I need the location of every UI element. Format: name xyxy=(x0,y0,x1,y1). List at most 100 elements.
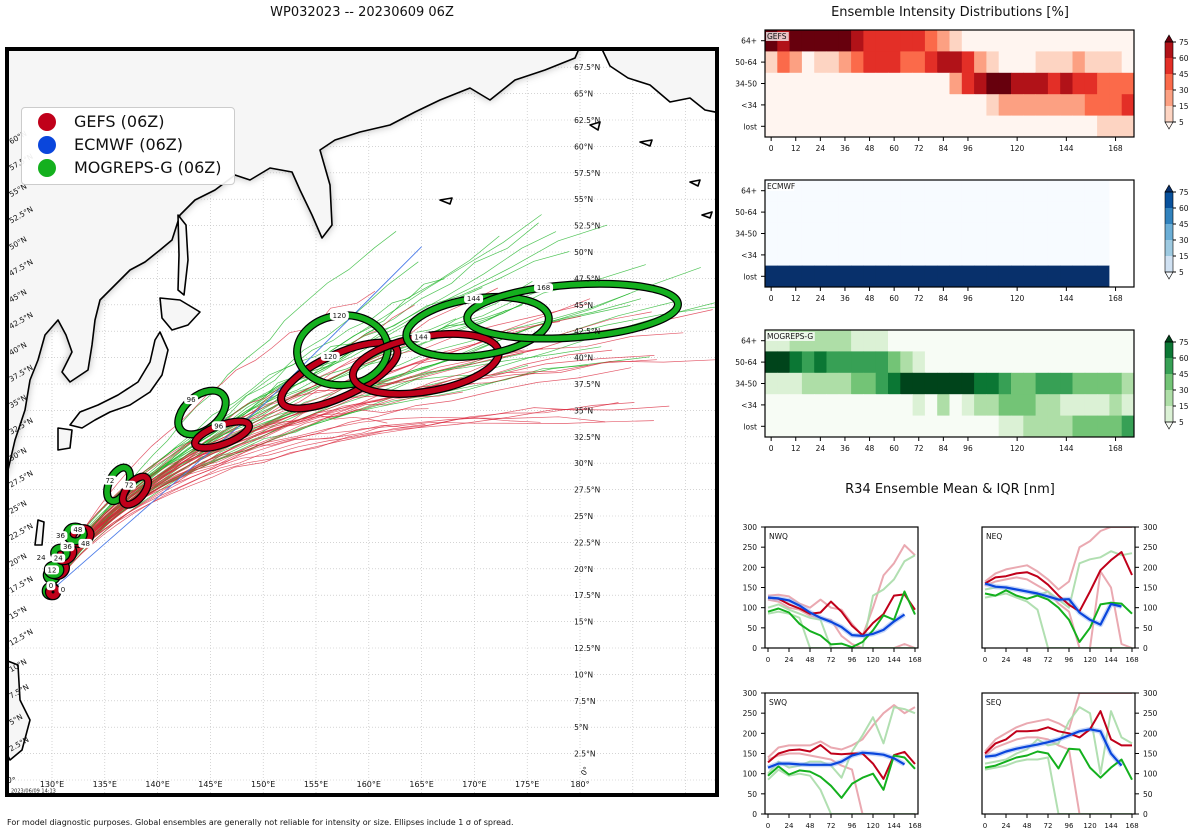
ellipse-label: 96 xyxy=(211,421,226,431)
y-tick-label: 300 xyxy=(743,689,758,698)
heatmap-cell xyxy=(998,265,1012,288)
colorbar-tick-label: 60 xyxy=(1179,54,1189,63)
lat-label-left: 20°N xyxy=(8,551,29,568)
heatmap-cell xyxy=(801,394,815,416)
heatmap-cell xyxy=(974,351,987,374)
x-tick-label: 144 xyxy=(1104,822,1118,830)
heatmap-cell xyxy=(1121,394,1135,416)
heatmap-cell xyxy=(1011,180,1024,202)
ellipse-label-bg xyxy=(211,421,226,431)
heatmap-cell xyxy=(765,72,778,95)
heatmap-cell xyxy=(998,115,1012,138)
ellipse-label: 144 xyxy=(411,332,431,342)
heatmap-cell xyxy=(789,115,803,138)
heatmap-cell xyxy=(974,372,987,395)
heatmap-cell xyxy=(937,115,950,138)
gefs-member-track xyxy=(51,417,541,591)
colorbar-frame xyxy=(1164,41,1174,123)
heatmap-cell xyxy=(949,51,963,74)
lat-label-inner: 7.5°N xyxy=(574,697,595,706)
lon-label: 145°E xyxy=(198,780,222,789)
heatmap-cell xyxy=(826,394,840,416)
heatmap-cell xyxy=(1121,330,1135,352)
heatmap-hour-label: 144 xyxy=(1059,444,1074,453)
heatmap-cell xyxy=(838,394,852,416)
heatmap-cell xyxy=(851,372,864,395)
heatmap-cell xyxy=(998,372,1012,395)
land-philippines xyxy=(9,660,31,761)
heatmap-hour-label: 168 xyxy=(1108,144,1123,153)
heatmap-cell xyxy=(949,30,963,52)
mogreps-iqr-line xyxy=(984,592,1132,648)
lat-label-inner: 55°N xyxy=(574,195,593,204)
ellipse-hour-label: 12 xyxy=(48,566,57,574)
panel-label-bg xyxy=(766,332,815,341)
heatmap-cell xyxy=(998,222,1012,245)
heatmap-cell xyxy=(1011,415,1024,438)
lat-label-inner: 5°N xyxy=(574,723,588,732)
lon-label: 155°E xyxy=(304,780,328,789)
heatmap-cell xyxy=(1084,201,1098,224)
r34-panel-nwq: NWQ 0 50 100 150 200 250 300 0 24 48 72 96 120 144 168 xyxy=(743,523,922,664)
colorbar-segment xyxy=(1165,74,1173,90)
heatmap-cell xyxy=(777,115,790,138)
heatmap-hour-label: 60 xyxy=(889,294,899,303)
ellipse-label-bg xyxy=(102,475,117,485)
mogreps-iqr-line xyxy=(984,706,1133,775)
legend-label: ECMWF (06Z) xyxy=(74,135,183,154)
heatmap-cell xyxy=(1072,115,1086,138)
heatmap-cell xyxy=(1097,244,1110,266)
colorbar-tick-label: 30 xyxy=(1179,86,1189,95)
heatmap-cell xyxy=(1097,94,1110,116)
equator-label-left: 0° xyxy=(7,776,16,785)
heatmap-cell xyxy=(863,30,877,52)
heatmap-cell xyxy=(924,180,938,202)
heatmap-cell xyxy=(851,72,864,95)
heatmap-cell xyxy=(912,94,926,116)
x-tick-label: 0 xyxy=(983,822,987,830)
heatmap-cell xyxy=(875,415,889,438)
heatmap-cell xyxy=(949,330,963,352)
x-tick-label: 96 xyxy=(1065,822,1074,830)
colorbar-max-arrow xyxy=(1164,34,1174,43)
heatmap-cell xyxy=(974,30,987,52)
heatmap-cell xyxy=(801,351,815,374)
heatmap-cell xyxy=(937,222,950,245)
mogreps-iqr-line xyxy=(767,768,915,814)
heatmap-cell xyxy=(949,265,963,288)
heatmap-cell xyxy=(863,330,877,352)
heatmap-cell xyxy=(924,30,938,52)
heatmap-hour-label: 36 xyxy=(840,444,850,453)
footer-note: For model diagnostic purposes. Global en… xyxy=(7,818,514,827)
ellipse-hour-label: 96 xyxy=(214,422,223,430)
heatmap-cell xyxy=(875,201,889,224)
ellipse-hour-label: 0 xyxy=(61,586,65,594)
heatmap-cell xyxy=(924,265,938,288)
x-tick-label: 0 xyxy=(983,656,987,664)
heatmap-cell xyxy=(777,351,790,374)
heatmap-cell xyxy=(765,30,778,52)
mogreps-iqr-line xyxy=(767,706,916,779)
ellipse-label-bg xyxy=(78,538,93,548)
y-tick-label: 200 xyxy=(743,729,758,738)
heatmap-cell xyxy=(949,372,963,395)
land-taiwan xyxy=(34,519,45,546)
heatmap-cell xyxy=(937,415,950,438)
y-tick-label: 250 xyxy=(743,709,758,718)
heatmap-cell xyxy=(777,244,790,266)
colorbar-segment xyxy=(1165,240,1173,256)
lat-label-inner: 42.5°N xyxy=(574,327,600,336)
heatmap-cell xyxy=(838,351,852,374)
heatmap-cell xyxy=(801,244,815,266)
colorbar-segment xyxy=(1165,374,1173,390)
heatmap-cell xyxy=(1047,72,1061,95)
colorbar-tick-label: 15 xyxy=(1179,252,1189,261)
colorbar-min-arrow xyxy=(1164,421,1174,430)
heatmap-cell xyxy=(924,394,938,416)
y-tick-label: 100 xyxy=(1143,770,1158,779)
heatmap-hour-label: 24 xyxy=(816,444,826,453)
heatmap-cell xyxy=(912,372,926,395)
heatmap-cell xyxy=(1047,372,1061,395)
heatmap-cell xyxy=(826,244,840,266)
heatmap-cell xyxy=(875,222,889,245)
